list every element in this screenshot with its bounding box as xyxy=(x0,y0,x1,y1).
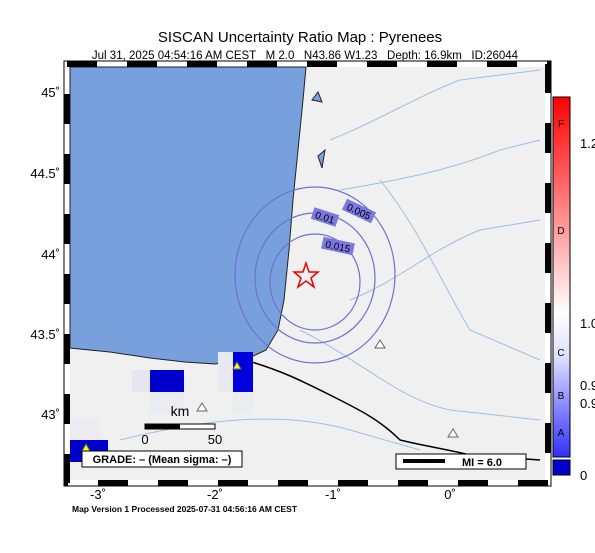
subtitle: Jul 31, 2025 04:54:16 AM CEST M 2.0 N43.… xyxy=(92,50,519,62)
intensity-box xyxy=(395,453,527,470)
lat-labels: 45˚ 44.5˚ 44˚ 43.5˚ 43˚ xyxy=(30,85,60,422)
grade-letter: A xyxy=(558,428,565,439)
stations xyxy=(81,339,459,452)
frame xyxy=(63,60,552,487)
grade: GRADE: – (Mean sigma: –) xyxy=(93,454,232,466)
cell xyxy=(233,392,253,414)
colorbar-value: 1.0 xyxy=(580,316,595,331)
contour-label: 0.015 xyxy=(324,239,351,255)
contour-label-box xyxy=(341,198,377,224)
lon-label: -3˚ xyxy=(90,487,106,502)
map: 0.005 0.01 0.015 km 0 50 GRADE: – (Mean … xyxy=(63,60,552,487)
scale-end: 50 xyxy=(208,432,222,447)
title: SISCAN Uncertainty Ratio Map : Pyrenees xyxy=(158,29,442,46)
colorbar-gradient xyxy=(552,96,571,458)
cell xyxy=(132,370,150,392)
grade-letter: C xyxy=(557,348,564,359)
grid-cells xyxy=(70,352,253,462)
contour-label-box xyxy=(321,236,355,256)
lon-label: 0˚ xyxy=(444,487,456,502)
lat-label: 43.5˚ xyxy=(30,327,60,342)
grade-letter: B xyxy=(558,391,565,402)
colorbar-value: 1.2 xyxy=(580,136,595,151)
colorbar: F D C B A 1.2 1.0 0.9 0.9 0 xyxy=(552,96,595,483)
lat-label: 45˚ xyxy=(41,85,60,100)
epicenter xyxy=(291,260,321,290)
rivers xyxy=(119,69,541,451)
lon-label: -1˚ xyxy=(325,487,341,502)
lakes xyxy=(311,90,326,169)
contour-label-box xyxy=(310,207,340,227)
cell xyxy=(70,418,100,440)
lat-label: 43˚ xyxy=(41,407,60,422)
lon-label: -2˚ xyxy=(207,487,223,502)
colorbar-values: 1.2 1.0 0.9 0.9 0 xyxy=(580,136,595,483)
cell xyxy=(233,352,253,392)
intensity: MI = 6.0 xyxy=(462,457,502,469)
scale-bar-fill xyxy=(145,424,180,429)
cell xyxy=(150,370,184,392)
scale-unit: km xyxy=(171,403,190,419)
colorbar-zero xyxy=(552,459,571,476)
border xyxy=(244,359,541,461)
colorbar-value: 0 xyxy=(580,468,587,483)
colorbar-value: 0.9 xyxy=(580,396,595,411)
frame-ticks xyxy=(64,61,551,486)
lat-label: 44˚ xyxy=(41,247,60,262)
colorbar-value: 0.9 xyxy=(580,378,595,393)
grade-letter: D xyxy=(557,226,564,237)
lon-labels: -3˚ -2˚ -1˚ 0˚ xyxy=(90,487,456,502)
grade-box xyxy=(81,450,243,468)
lat-label: 44.5˚ xyxy=(30,166,60,181)
grade-letter: F xyxy=(558,119,564,130)
cell xyxy=(218,352,233,392)
footer: Map Version 1 Processed 2025-07-31 04:56… xyxy=(72,504,298,514)
colorbar-grades: F D C B A xyxy=(557,119,564,439)
cell xyxy=(150,392,184,414)
scale-start: 0 xyxy=(141,432,148,447)
ocean xyxy=(69,66,307,365)
